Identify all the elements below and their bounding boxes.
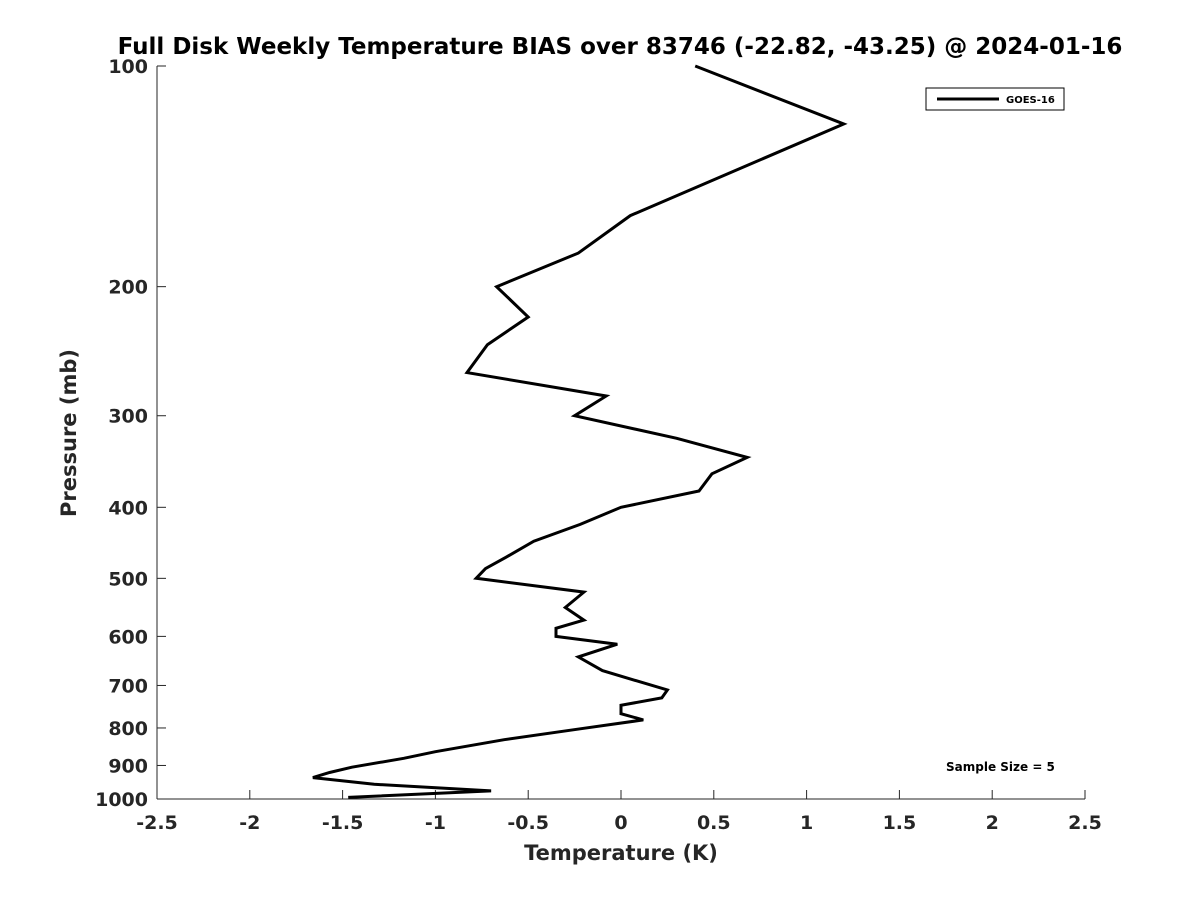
x-tick-label: 2: [986, 812, 999, 834]
x-axis-label: Temperature (K): [524, 841, 718, 865]
y-tick-label: 700: [108, 675, 148, 697]
plot-area: -2.5 -2 -1.5 -1 -0.5 0 0.5 1 1.5 2 2.5 100 200 300 400…: [95, 56, 1102, 834]
x-tick-label: 1.5: [883, 812, 917, 834]
x-tick-label: -0.5: [507, 812, 549, 834]
x-tick-label: -2: [239, 812, 260, 834]
x-tick-label: 0.5: [697, 812, 731, 834]
x-tick-label: 2.5: [1068, 812, 1102, 834]
series-line-goes-16: [312, 64, 848, 799]
x-tick-label: 0: [614, 812, 627, 834]
y-tick-label: 800: [108, 718, 148, 740]
y-tick-label: 900: [108, 755, 148, 777]
x-tick-label: -2.5: [136, 812, 178, 834]
y-tick-label: 500: [108, 568, 148, 590]
legend-label-goes-16: GOES-16: [1006, 95, 1055, 106]
x-tick-label: 1: [800, 812, 813, 834]
x-tick-label: -1: [425, 812, 446, 834]
y-tick-label: 200: [108, 277, 148, 299]
y-tick-label: 300: [108, 406, 148, 428]
y-tick-label: 100: [108, 56, 148, 78]
y-tick-label: 400: [108, 497, 148, 519]
legend: GOES-16: [925, 87, 1065, 111]
y-tick-label: 1000: [95, 789, 148, 811]
y-tick-label: 600: [108, 626, 148, 648]
chart-title: Full Disk Weekly Temperature BIAS over 8…: [118, 34, 1123, 60]
sample-size-annotation: Sample Size = 5: [946, 760, 1055, 774]
x-tick-label: -1.5: [322, 812, 364, 834]
y-axis-label: Pressure (mb): [57, 349, 81, 517]
